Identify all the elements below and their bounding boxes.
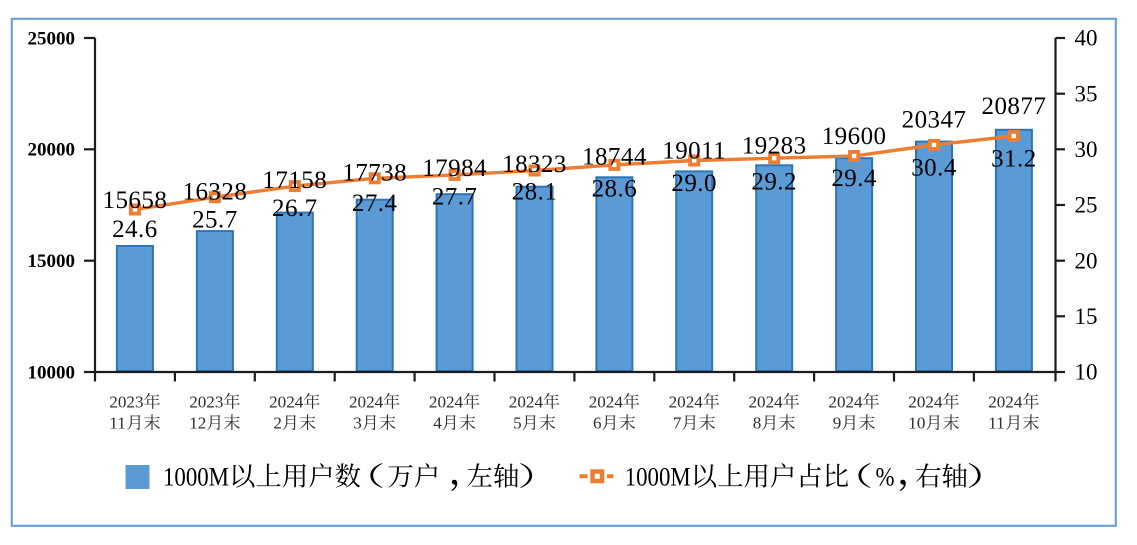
svg-text:5: 5	[513, 414, 522, 433]
svg-text:6: 6	[593, 414, 602, 433]
svg-text:29.0: 29.0	[671, 170, 717, 197]
svg-text:19011: 19011	[662, 138, 726, 165]
svg-text:29.4: 29.4	[831, 165, 877, 192]
svg-text:%: %	[876, 462, 895, 492]
svg-text:28.6: 28.6	[592, 176, 638, 203]
svg-text:3: 3	[353, 414, 362, 433]
svg-text:27.7: 27.7	[432, 184, 478, 211]
svg-text:17158: 17158	[262, 167, 327, 194]
svg-text:31.2: 31.2	[991, 146, 1037, 173]
svg-text:10000: 10000	[28, 362, 76, 383]
svg-text:24.6: 24.6	[112, 216, 158, 243]
svg-text:2024: 2024	[349, 393, 384, 412]
svg-text:12: 12	[189, 414, 206, 433]
svg-text:2024: 2024	[828, 393, 863, 412]
svg-text:7: 7	[673, 414, 682, 433]
svg-text:10: 10	[1075, 360, 1098, 385]
svg-text:19283: 19283	[742, 133, 807, 160]
svg-text:20000: 20000	[28, 140, 76, 161]
svg-text:10: 10	[908, 414, 925, 433]
svg-text:17984: 17984	[422, 155, 487, 182]
svg-text:11: 11	[988, 414, 1004, 433]
svg-text:25000: 25000	[28, 28, 76, 49]
svg-text:9: 9	[833, 414, 842, 433]
svg-text:2024: 2024	[429, 393, 464, 412]
svg-text:17738: 17738	[342, 160, 407, 187]
svg-text:8: 8	[753, 414, 762, 433]
svg-text:15: 15	[1075, 304, 1098, 329]
svg-text:40: 40	[1075, 26, 1098, 51]
svg-text:27.4: 27.4	[352, 190, 398, 217]
svg-text:2024: 2024	[509, 393, 544, 412]
svg-text:2024: 2024	[269, 393, 304, 412]
svg-text:28.1: 28.1	[512, 179, 558, 206]
svg-text:1000M: 1000M	[625, 462, 691, 492]
svg-text:20: 20	[1075, 248, 1098, 273]
svg-text:15000: 15000	[28, 251, 76, 272]
svg-text:2024: 2024	[589, 393, 624, 412]
svg-text:29.2: 29.2	[751, 168, 797, 195]
svg-text:25.7: 25.7	[192, 206, 238, 233]
svg-text:11: 11	[109, 414, 125, 433]
svg-text:25: 25	[1075, 193, 1098, 218]
svg-text:20347: 20347	[902, 107, 967, 134]
svg-text:2023: 2023	[109, 393, 143, 412]
svg-text:15658: 15658	[103, 187, 168, 214]
svg-text:26.7: 26.7	[272, 195, 318, 222]
svg-text:2024: 2024	[749, 393, 784, 412]
svg-text:2: 2	[273, 414, 282, 433]
svg-text:30.4: 30.4	[911, 154, 957, 181]
svg-text:2023: 2023	[189, 393, 223, 412]
svg-text:2024: 2024	[908, 393, 943, 412]
svg-text:30: 30	[1075, 137, 1098, 162]
svg-text:16328: 16328	[183, 178, 248, 205]
svg-text:18323: 18323	[502, 151, 567, 178]
svg-text:18744: 18744	[582, 144, 647, 171]
svg-text:2024: 2024	[669, 393, 704, 412]
svg-text:4: 4	[433, 414, 442, 433]
svg-text:20877: 20877	[982, 93, 1047, 120]
svg-text:35: 35	[1075, 81, 1098, 106]
svg-text:2024: 2024	[988, 393, 1023, 412]
svg-text:19600: 19600	[822, 123, 887, 150]
svg-text:1000M: 1000M	[163, 462, 229, 492]
